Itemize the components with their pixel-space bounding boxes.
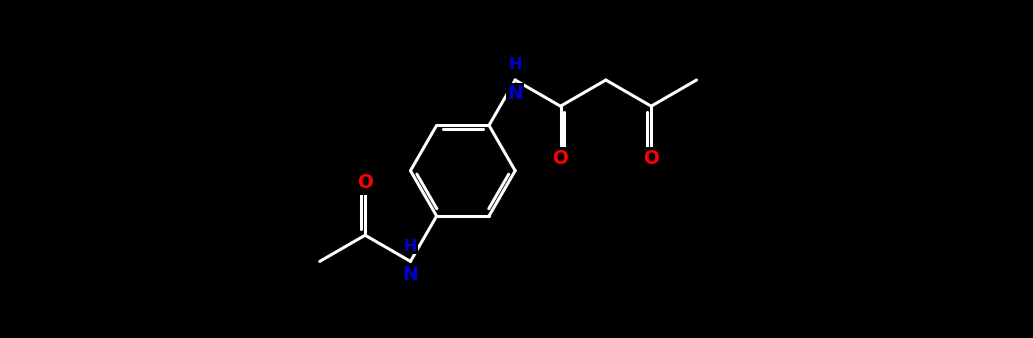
Text: N: N — [403, 265, 418, 284]
Text: O: O — [357, 173, 373, 192]
Text: O: O — [553, 149, 568, 168]
Text: O: O — [644, 149, 659, 168]
Text: H: H — [404, 239, 417, 254]
Text: N: N — [507, 84, 523, 103]
Text: H: H — [508, 57, 522, 72]
